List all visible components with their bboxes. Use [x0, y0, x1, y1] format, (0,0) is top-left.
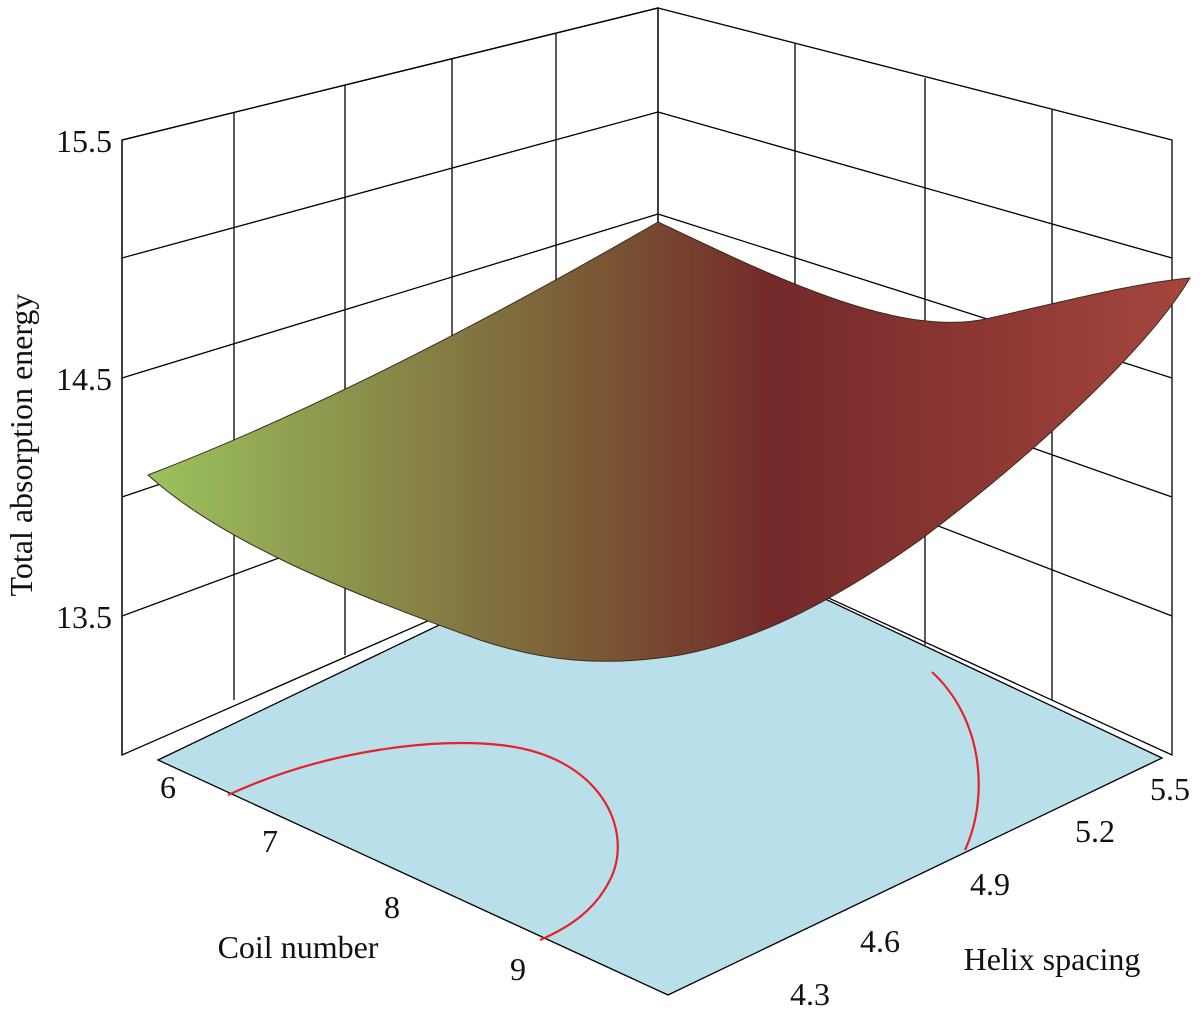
y-axis-title: Helix spacing [964, 941, 1141, 977]
z-tick-label: 13.5 [56, 599, 112, 635]
z-tick-label: 14.5 [56, 361, 112, 397]
x-tick-label: 9 [510, 951, 526, 987]
y-tick-label: 5.5 [1150, 771, 1190, 807]
z-tick-label: 15.5 [56, 123, 112, 159]
x-tick-label: 6 [160, 769, 176, 805]
response-surface [147, 221, 1191, 662]
y-tick-labels: 4.3 4.6 4.9 5.2 5.5 [790, 771, 1190, 1011]
y-tick-label: 4.3 [790, 976, 830, 1011]
x-tick-label: 8 [384, 889, 400, 925]
x-axis-title: Coil number [218, 929, 379, 965]
x-tick-label: 7 [262, 823, 278, 859]
contour-line-left [227, 741, 619, 942]
z-axis-title: Total absorption energy [3, 294, 39, 597]
x-tick-labels: 6 7 8 9 [160, 769, 526, 987]
contour-line-right [931, 671, 980, 851]
y-tick-label: 4.6 [860, 923, 900, 959]
z-tick-labels: 15.5 14.5 13.5 [56, 123, 112, 635]
y-tick-label: 5.2 [1075, 813, 1115, 849]
y-tick-label: 4.9 [970, 866, 1010, 902]
